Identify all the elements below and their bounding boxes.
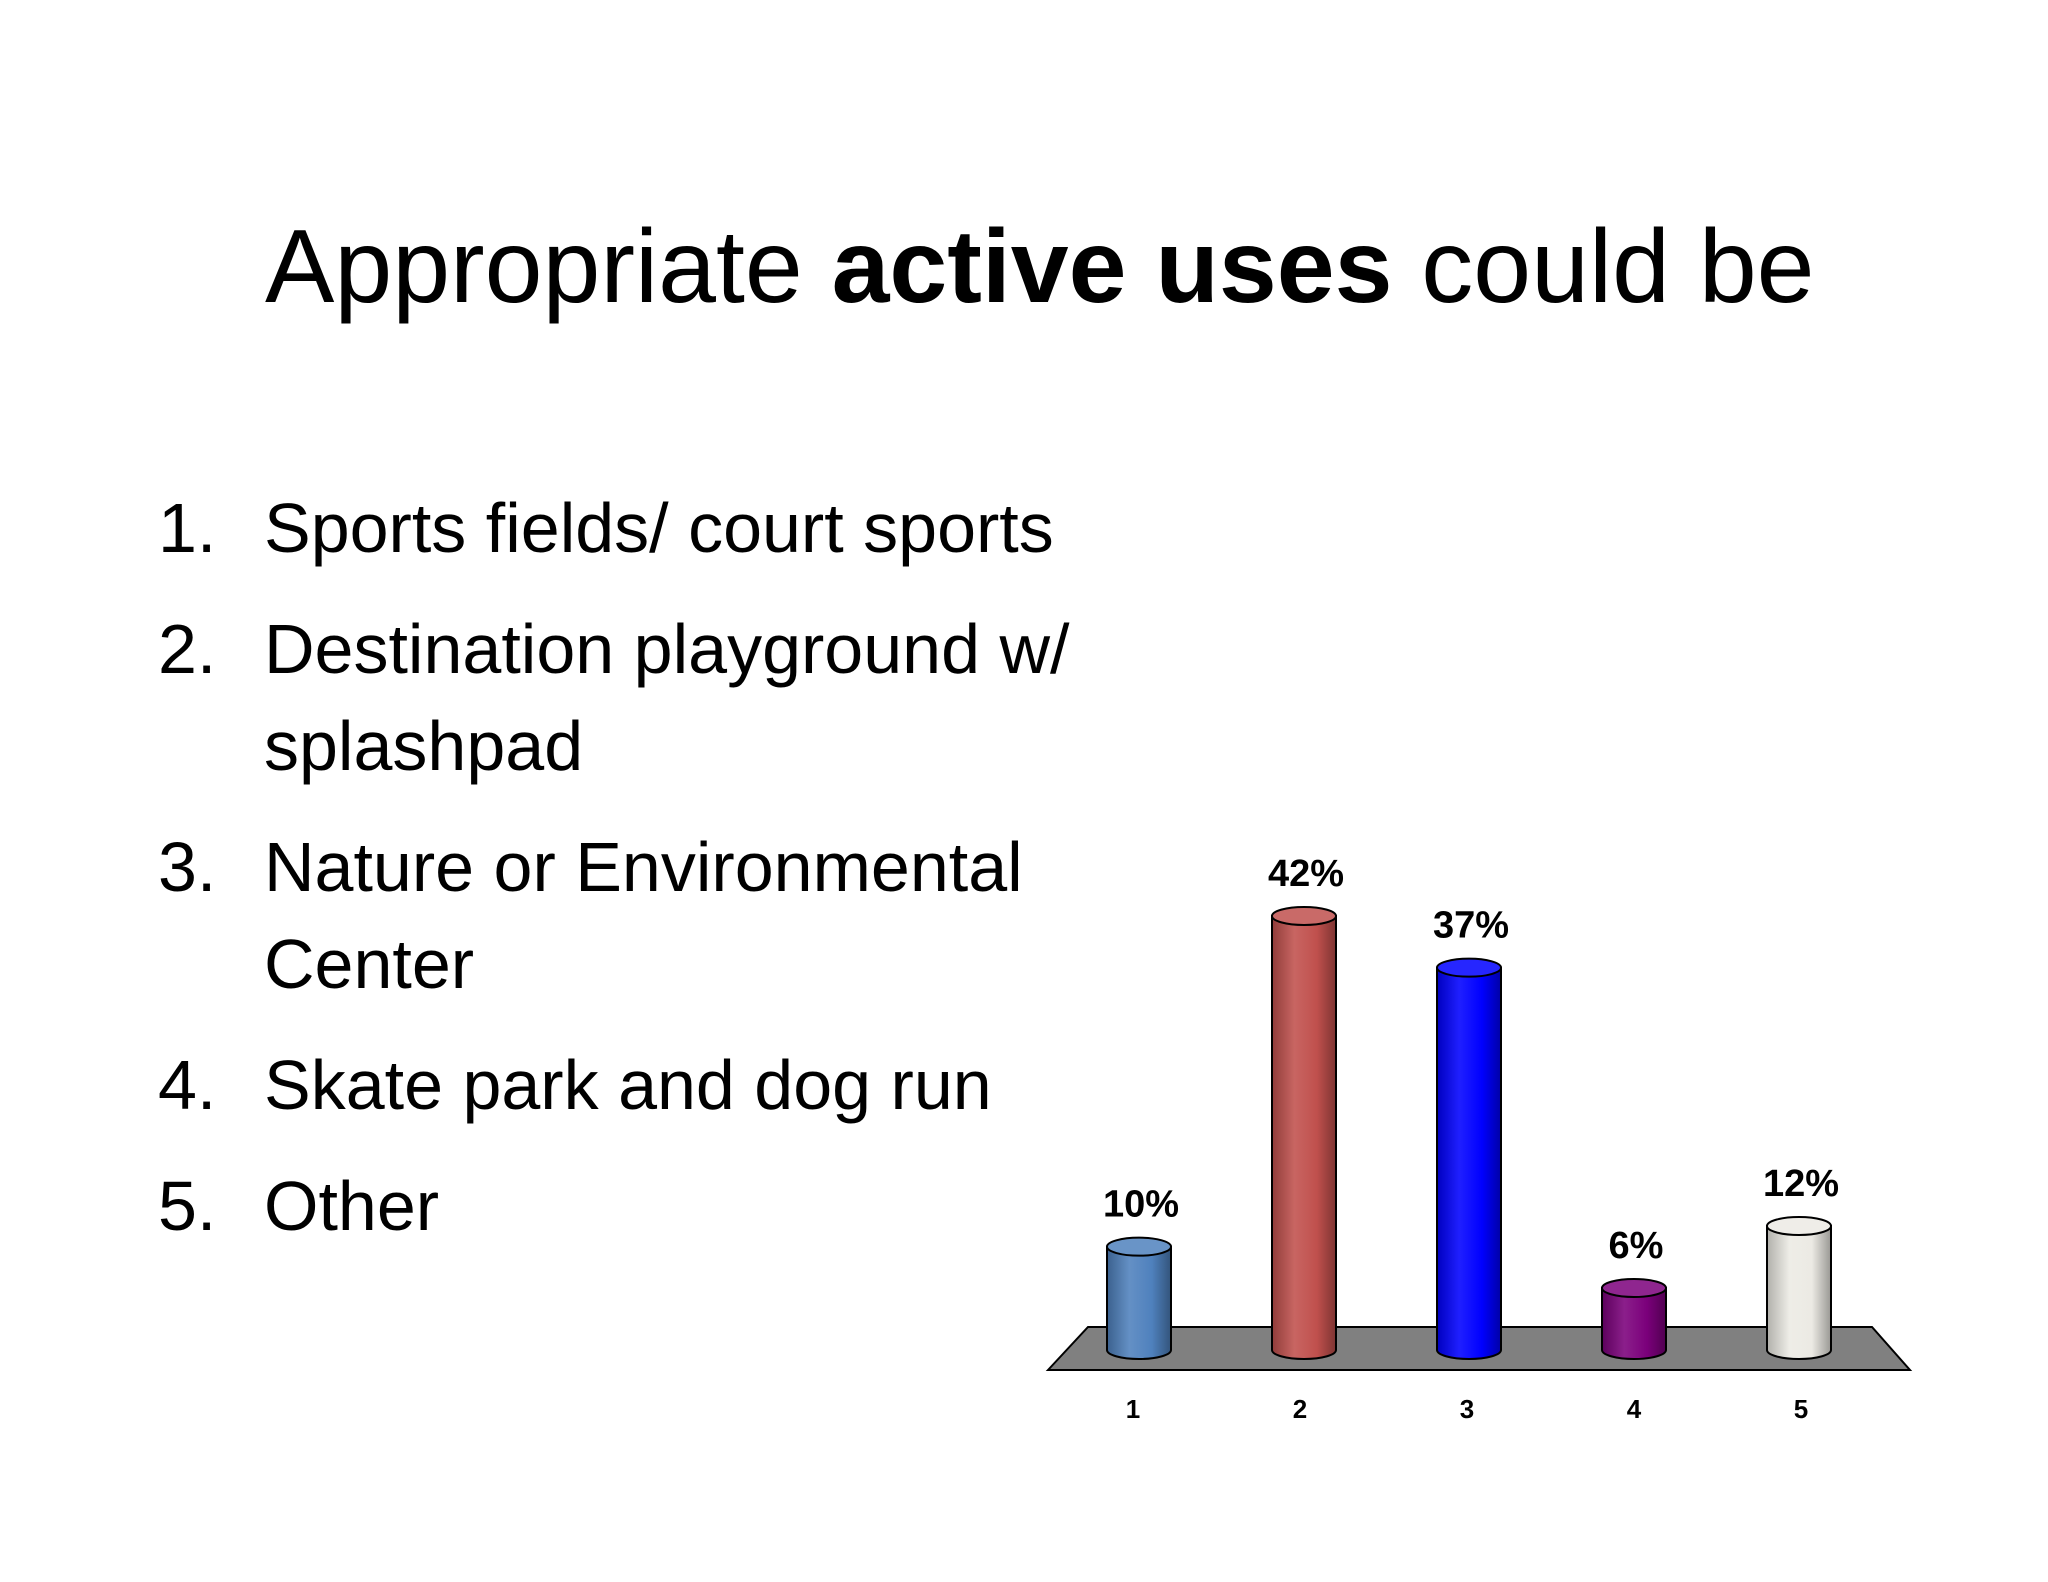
bar-body [1436,966,1502,1360]
bar-body [1271,915,1337,1360]
option-number: 2. [158,610,217,688]
option-item-2: 2. Destination playground w/ splashpad [158,601,1078,795]
option-number: 5. [158,1167,217,1245]
option-text: Other [264,1167,440,1245]
x-tick-label: 2 [1293,1394,1307,1424]
bar-body [1601,1287,1667,1360]
x-tick-label: 3 [1460,1394,1474,1424]
option-item-1: 1. Sports fields/ court sports [158,480,1078,577]
bar-top [1271,906,1337,926]
bar-top [1436,957,1502,978]
option-item-4: 4. Skate park and dog run [158,1037,1078,1134]
data-label: 42% [1268,853,1344,895]
title-bold: active uses [831,209,1393,325]
x-tick-label: 1 [1126,1394,1140,1424]
option-number: 4. [158,1046,217,1124]
option-text: Nature or Environmental Center [264,828,1023,1003]
options-list: 1. Sports fields/ court sports 2. Destinat… [158,480,1078,1279]
option-text: Skate park and dog run [264,1046,992,1124]
bar-3 [1436,957,1502,1360]
title-part1: Appropriate [265,209,832,325]
bar-4 [1601,1278,1667,1360]
bar-top [1766,1216,1832,1236]
option-text: Destination playground w/ splashpad [264,610,1070,785]
option-number: 3. [158,828,217,906]
data-label: 10% [1103,1184,1179,1226]
x-tick-label: 4 [1627,1394,1642,1424]
data-label: 12% [1763,1163,1839,1205]
slide-title: Appropriate active uses could be [265,210,1815,324]
bar-2 [1271,906,1337,1360]
bar-chart: 10% 1 42% 2 37% 3 6% 4 12% 5 [1045,853,1913,1424]
bar-5 [1766,1216,1832,1360]
option-item-5: 5. Other [158,1158,1078,1255]
data-label: 37% [1433,905,1509,947]
bar-body [1106,1245,1172,1360]
x-tick-label: 5 [1794,1394,1808,1424]
option-text: Sports fields/ court sports [264,489,1054,567]
option-number: 1. [158,489,217,567]
title-part2: could be [1392,209,1815,325]
bar-body [1766,1225,1832,1360]
data-label: 6% [1609,1225,1664,1267]
bar-top [1601,1278,1667,1298]
option-item-3: 3. Nature or Environmental Center [158,819,1078,1013]
bar-1 [1106,1236,1172,1360]
bar-top [1106,1236,1172,1257]
